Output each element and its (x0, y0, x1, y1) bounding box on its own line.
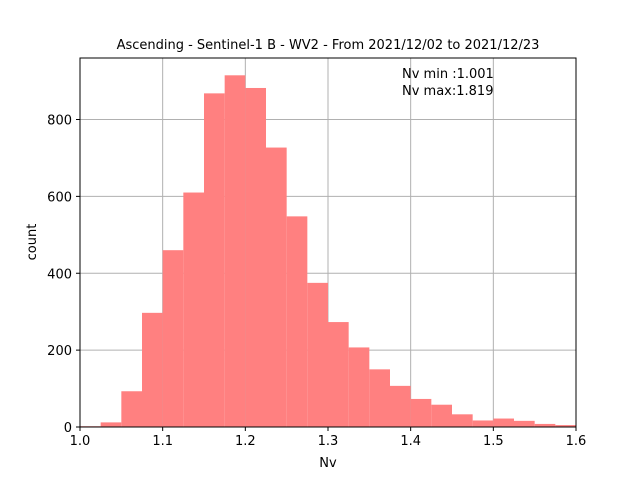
chart-title: Ascending - Sentinel-1 B - WV2 - From 20… (117, 38, 540, 53)
y-tick-label: 200 (47, 344, 72, 359)
nv-max-annotation: Nv max:1.819 (402, 84, 493, 99)
histogram-bar (452, 414, 473, 427)
x-tick-label: 1.1 (152, 434, 173, 449)
histogram-bar (266, 147, 287, 427)
y-axis-ticks: 0 200 400 600 800 (47, 114, 80, 436)
x-tick-label: 1.0 (70, 434, 91, 449)
histogram-bar (369, 369, 390, 427)
histogram-bar (348, 347, 370, 427)
histogram-bar (472, 420, 494, 427)
x-tick-label: 1.4 (400, 434, 421, 449)
histogram-bar (204, 93, 225, 428)
histogram-bar (286, 216, 308, 427)
histogram-bar (328, 322, 349, 427)
histogram-bar (555, 425, 576, 427)
histogram-bar (121, 391, 142, 427)
histogram-bar (514, 420, 535, 427)
histogram-bar (534, 423, 556, 427)
y-tick-label: 600 (47, 190, 72, 205)
histogram-bar (142, 312, 163, 427)
histogram-bar (224, 75, 246, 427)
x-axis-ticks: 1.0 1.1 1.2 1.3 1.4 1.5 1.6 (70, 427, 587, 449)
histogram-bar (431, 404, 452, 427)
x-tick-label: 1.6 (566, 434, 587, 449)
histogram-bar (162, 250, 184, 427)
x-tick-label: 1.5 (483, 434, 504, 449)
histogram-bar (493, 418, 514, 427)
x-tick-label: 1.3 (318, 434, 339, 449)
histogram-bars (80, 75, 576, 428)
y-tick-label: 400 (47, 267, 72, 282)
histogram-bar (307, 282, 328, 427)
histogram-bar (183, 192, 204, 427)
y-tick-label: 0 (64, 421, 72, 436)
y-axis-label: count (25, 224, 40, 261)
x-tick-label: 1.2 (235, 434, 256, 449)
x-axis-label: Nv (319, 456, 337, 471)
histogram-bar (390, 385, 411, 427)
y-tick-label: 800 (47, 114, 72, 129)
histogram-bar (100, 422, 122, 427)
histogram-bar (245, 87, 266, 427)
nv-min-annotation: Nv min :1.001 (402, 67, 494, 82)
histogram-bar (410, 398, 432, 427)
